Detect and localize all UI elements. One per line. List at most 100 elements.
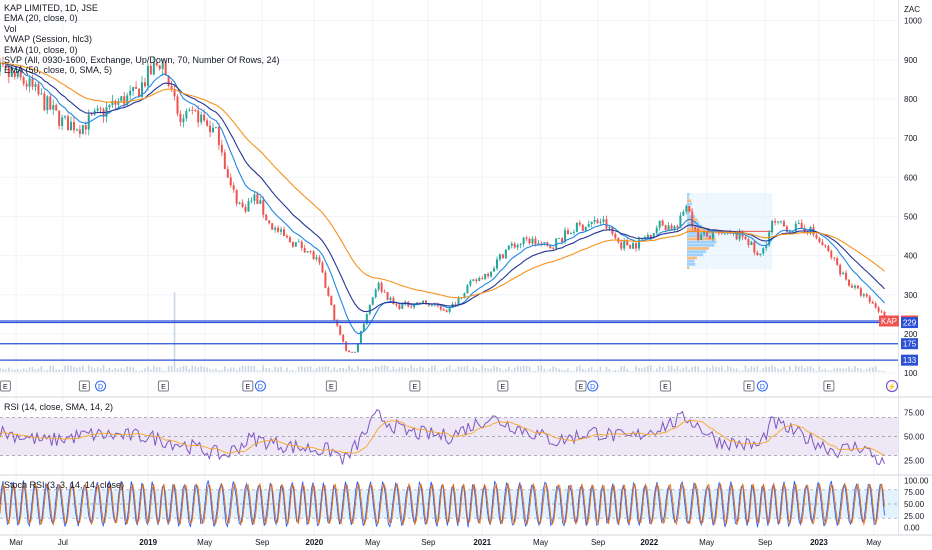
- volume-bar-177: [523, 365, 525, 372]
- indicator-svp[interactable]: SVP (All, 0930-1600, Exchange, Up/Down, …: [4, 55, 279, 65]
- event-e-7[interactable]: E: [410, 381, 420, 391]
- volume-bar-255: [754, 367, 756, 372]
- price-tick-500: 500: [904, 212, 918, 221]
- volume-bar-142: [419, 366, 421, 372]
- volume-bar-11: [32, 367, 34, 372]
- rsi-legend[interactable]: RSI (14, close, SMA, 14, 2): [4, 402, 113, 412]
- candle-205: [605, 219, 607, 228]
- volume-bar-207: [612, 371, 614, 372]
- candle-77: [227, 169, 229, 177]
- volume-bar-75: [221, 370, 223, 372]
- volume-bar-287: [848, 366, 850, 372]
- candle-168: [496, 259, 498, 268]
- candle-81: [239, 203, 241, 204]
- volume-bar-165: [487, 368, 489, 372]
- svp-row-17: [687, 212, 690, 215]
- volume-bar-94: [277, 367, 279, 372]
- candle-194: [573, 232, 575, 233]
- flash-icon[interactable]: ⚡: [887, 381, 898, 392]
- candle-295: [872, 302, 874, 303]
- event-e-1[interactable]: E: [79, 381, 89, 391]
- event-e-12[interactable]: E: [744, 381, 754, 391]
- event-d-10[interactable]: D: [588, 381, 598, 391]
- indicator-ema50[interactable]: EMA (50, close, 0, SMA, 5): [4, 65, 279, 75]
- event-e-3[interactable]: E: [158, 381, 168, 391]
- volume-bar-226: [668, 366, 670, 372]
- volume-bar-281: [830, 370, 832, 372]
- volume-bar-251: [742, 370, 744, 372]
- volume-bar-62: [183, 366, 185, 372]
- event-e-6[interactable]: E: [326, 381, 336, 391]
- volume-bar-150: [443, 369, 445, 372]
- symbol-title[interactable]: KAP LIMITED, 1D, JSE: [4, 3, 279, 13]
- svp-row-1: [687, 263, 695, 266]
- indicator-ema10[interactable]: EMA (10, close, 0): [4, 45, 279, 55]
- candle-108: [318, 257, 320, 262]
- volume-bar-172: [508, 367, 510, 372]
- volume-bar-263: [777, 369, 779, 372]
- volume-bar-181: [535, 371, 537, 372]
- event-label: E: [329, 384, 334, 391]
- event-e-8[interactable]: E: [498, 381, 508, 391]
- volume-bar-230: [680, 369, 682, 372]
- candle-286: [845, 273, 847, 280]
- volume-bar-5: [14, 370, 16, 372]
- volume-bar-134: [396, 369, 398, 372]
- event-markers[interactable]: E E D E E D E E E E D E E D E ⚡: [0, 381, 897, 392]
- candle-9: [26, 84, 28, 87]
- stoch-legend[interactable]: Stoch RSI (3, 3, 14, 14, close): [4, 480, 124, 490]
- volume-bar-8: [23, 368, 25, 372]
- volume-bar-135: [399, 367, 401, 372]
- candle-253: [747, 239, 749, 245]
- candle-104: [307, 251, 309, 252]
- price-label-133[interactable]: 133: [901, 355, 918, 366]
- volume-bar-109: [322, 367, 324, 372]
- candle-189: [558, 238, 560, 239]
- volume-bar-69: [203, 367, 205, 372]
- event-d-2[interactable]: D: [96, 381, 106, 391]
- volume-bar-217: [641, 368, 643, 372]
- volume-bar-185: [546, 371, 548, 372]
- candle-60: [176, 96, 178, 114]
- event-d-13[interactable]: D: [757, 381, 767, 391]
- volume-bar-80: [236, 370, 238, 372]
- event-d-5[interactable]: D: [255, 381, 265, 391]
- volume-bar-82: [242, 366, 244, 372]
- price-label-175[interactable]: 175: [901, 338, 918, 349]
- volume-bar-205: [606, 367, 608, 372]
- volume-bar-119: [351, 368, 353, 372]
- candle-18: [52, 105, 54, 109]
- time-tick-6: May: [365, 538, 380, 547]
- candle-79: [233, 185, 235, 189]
- volume-bar-234: [691, 367, 693, 372]
- candle-238: [703, 232, 705, 234]
- event-e-14[interactable]: E: [824, 381, 834, 391]
- candle-118: [348, 351, 350, 352]
- event-e-11[interactable]: E: [660, 381, 670, 391]
- volume-bar-159: [470, 370, 472, 372]
- volume-bar-63: [186, 365, 188, 372]
- candle-22: [64, 116, 66, 117]
- event-e-4[interactable]: E: [243, 381, 253, 391]
- volume-bar-26: [76, 368, 78, 372]
- candle-169: [499, 254, 501, 259]
- candle-34: [100, 109, 102, 110]
- price-label-229[interactable]: 229: [901, 317, 918, 328]
- event-e-0[interactable]: E: [0, 381, 10, 391]
- candle-112: [330, 296, 332, 305]
- volume-bar-35: [103, 365, 105, 372]
- indicator-ema20[interactable]: EMA (20, close, 0): [4, 13, 279, 23]
- time-tick-13: Sep: [758, 538, 773, 547]
- volume-bar-186: [549, 369, 551, 372]
- volume-bar-18: [52, 366, 54, 372]
- indicator-vol[interactable]: Vol: [4, 24, 279, 34]
- indicator-vwap[interactable]: VWAP (Session, hlc3): [4, 34, 279, 44]
- candle-172: [508, 246, 510, 250]
- candle-44: [129, 91, 131, 95]
- candle-214: [632, 243, 634, 249]
- event-e-9[interactable]: E: [576, 381, 586, 391]
- volume-bar-115: [339, 368, 341, 372]
- volume-bar-107: [316, 368, 318, 372]
- candle-266: [786, 227, 788, 233]
- volume-bar-249: [736, 368, 738, 372]
